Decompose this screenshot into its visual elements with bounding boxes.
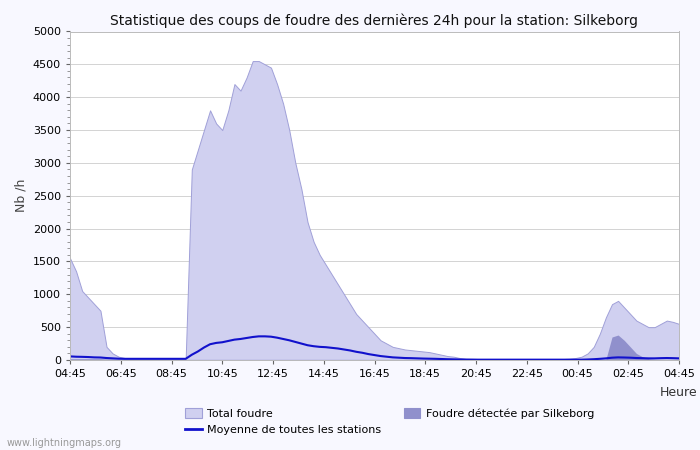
Title: Statistique des coups de foudre des dernières 24h pour la station: Silkeborg: Statistique des coups de foudre des dern… (111, 13, 638, 27)
Y-axis label: Nb /h: Nb /h (14, 179, 27, 212)
Legend: Total foudre, Moyenne de toutes les stations, Foudre détectée par Silkeborg: Total foudre, Moyenne de toutes les stat… (186, 408, 594, 435)
X-axis label: Heure: Heure (660, 386, 698, 399)
Text: www.lightningmaps.org: www.lightningmaps.org (7, 438, 122, 448)
